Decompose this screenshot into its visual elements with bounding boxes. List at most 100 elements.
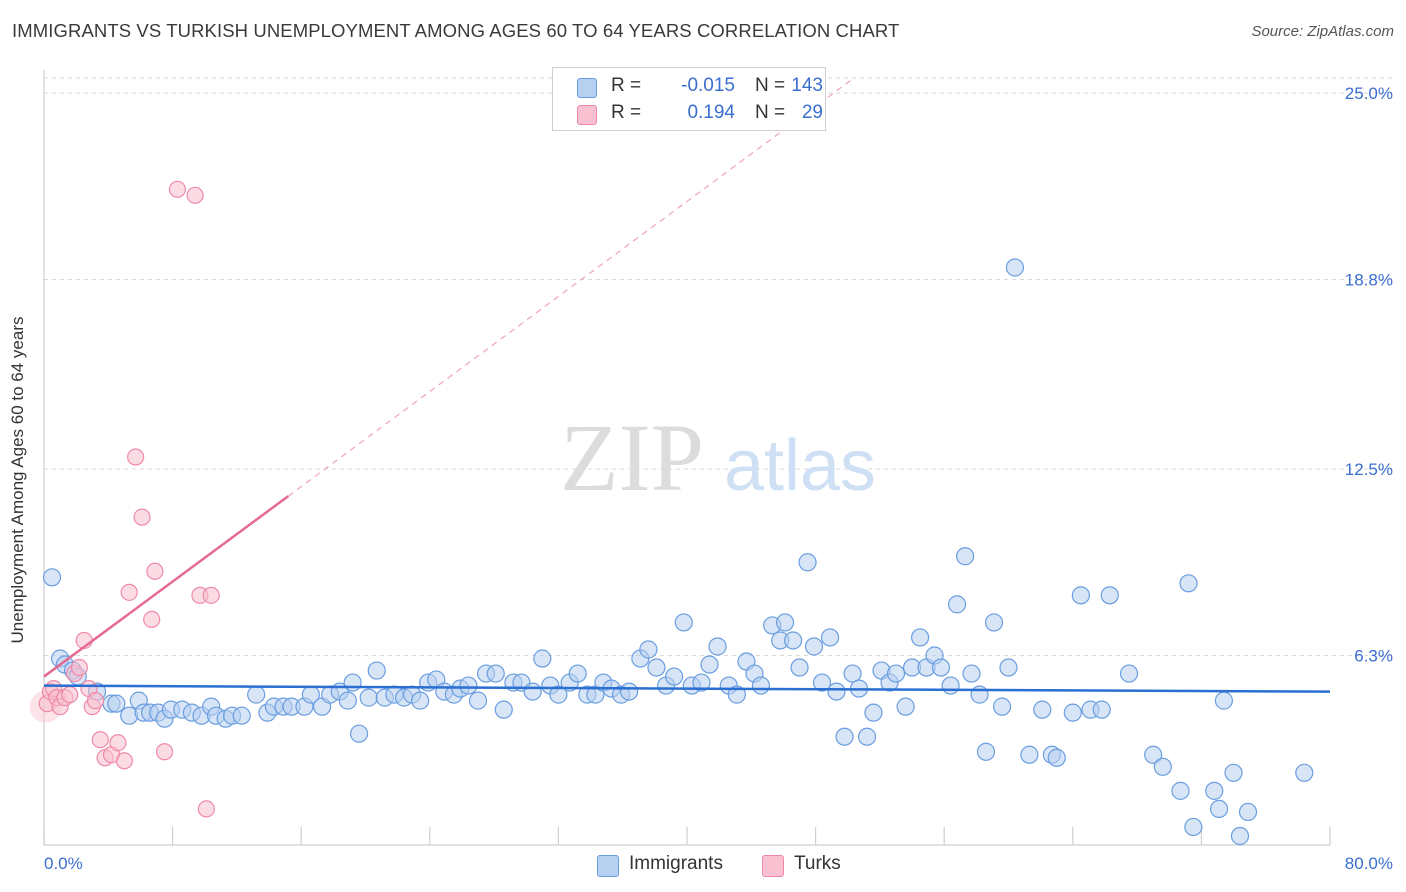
legend-n-value: 143 xyxy=(791,75,823,96)
immigrants-point xyxy=(247,685,266,704)
immigrants-point xyxy=(843,664,862,683)
immigrants-point xyxy=(775,613,795,632)
turks-point xyxy=(70,658,88,677)
turks-point xyxy=(91,731,109,749)
immigrants-point xyxy=(1092,700,1111,719)
immigrants-point xyxy=(639,640,658,659)
immigrants-point xyxy=(1230,826,1250,846)
immigrants-point xyxy=(783,631,803,650)
legend-label-immigrants: Immigrants xyxy=(629,853,723,874)
turks-point xyxy=(86,692,105,710)
immigrants-point xyxy=(1171,781,1190,800)
immigrants-point xyxy=(692,673,711,692)
turks-point xyxy=(115,752,133,770)
y-tick-label: 25.0% xyxy=(1345,84,1393,103)
turks-trend-extension xyxy=(287,77,855,497)
legend-n-label: N = xyxy=(755,75,786,96)
immigrants-point xyxy=(910,628,930,647)
x-tick-label-max: 80.0% xyxy=(1345,854,1393,873)
correlation-legend: R = -0.015 N = 143 R = 0.194 N = 29 xyxy=(552,67,826,131)
turks-point xyxy=(109,734,127,752)
turks-swatch xyxy=(577,105,597,125)
immigrants-point xyxy=(751,676,771,695)
immigrants-point xyxy=(568,664,587,683)
x-tick-label-min: 0.0% xyxy=(44,854,83,873)
immigrants-point xyxy=(790,658,809,677)
immigrants-point xyxy=(857,727,877,746)
immigrants-point xyxy=(359,688,378,707)
immigrants-point xyxy=(992,697,1012,716)
immigrants-point xyxy=(232,706,251,725)
immigrants-point xyxy=(931,658,951,677)
turks-point xyxy=(146,562,164,580)
immigrants-point xyxy=(486,664,505,683)
immigrants-point xyxy=(533,649,552,668)
turks-point xyxy=(168,180,187,198)
immigrants-point xyxy=(338,691,357,710)
immigrants-point xyxy=(674,613,693,632)
immigrants-point xyxy=(107,694,126,713)
immigrants-point xyxy=(1238,802,1258,822)
immigrants-point xyxy=(947,595,967,614)
immigrants-point xyxy=(459,676,478,695)
immigrants-point xyxy=(1224,763,1243,782)
turks-points xyxy=(29,180,220,818)
immigrants-swatch xyxy=(577,78,597,98)
immigrants-point xyxy=(42,568,62,587)
immigrants-points xyxy=(42,258,1314,846)
legend-label-turks: Turks xyxy=(794,853,841,874)
immigrants-trend-line xyxy=(43,684,1331,693)
immigrants-point xyxy=(804,637,824,656)
immigrants-point xyxy=(1205,781,1224,800)
chart-title: IMMIGRANTS VS TURKISH UNEMPLOYMENT AMONG… xyxy=(12,20,900,41)
immigrants-point xyxy=(1179,574,1198,593)
turks-point xyxy=(61,686,79,704)
immigrants-point xyxy=(1144,745,1163,764)
immigrants-point xyxy=(468,691,488,710)
immigrants-point xyxy=(494,700,513,719)
immigrants-point xyxy=(708,637,727,656)
immigrants-point xyxy=(1033,700,1052,719)
immigrants-point xyxy=(700,655,719,674)
y-tick-label: 12.5% xyxy=(1345,460,1393,479)
legend-n-value: 29 xyxy=(801,102,823,123)
legend-r-label: R = xyxy=(611,102,642,123)
immigrants-point xyxy=(896,697,915,716)
turks-point xyxy=(120,583,138,601)
legend-n-label: N = xyxy=(755,102,786,123)
immigrants-point xyxy=(1100,586,1119,605)
immigrants-point xyxy=(1020,745,1039,764)
legend-r-label: R = xyxy=(611,75,642,96)
immigrants-point xyxy=(1047,748,1066,767)
immigrants-point xyxy=(886,664,906,683)
turks-point xyxy=(202,586,220,604)
immigrants-point xyxy=(367,661,386,680)
immigrants-point xyxy=(523,682,542,701)
immigrants-point xyxy=(411,691,430,710)
legend-r-value: -0.015 xyxy=(681,75,735,96)
immigrants-point xyxy=(620,682,639,701)
immigrants-swatch xyxy=(597,855,619,877)
turks-swatch xyxy=(762,855,784,877)
immigrants-point xyxy=(1119,664,1139,683)
immigrants-point xyxy=(820,628,840,647)
legend-r-value: 0.194 xyxy=(687,102,735,123)
turks-trend-line xyxy=(43,495,290,678)
immigrants-point xyxy=(1184,817,1203,837)
immigrants-point xyxy=(999,658,1018,677)
immigrants-point xyxy=(1153,757,1172,776)
watermark-atlas: atlas xyxy=(724,426,876,506)
turks-point xyxy=(133,508,151,526)
immigrants-point xyxy=(727,685,746,704)
immigrants-point xyxy=(864,703,883,722)
immigrants-point xyxy=(798,553,817,572)
immigrants-point xyxy=(1063,703,1082,722)
immigrants-point xyxy=(984,613,1004,632)
turks-point xyxy=(197,800,215,818)
immigrants-point xyxy=(1071,586,1090,605)
y-tick-label: 6.3% xyxy=(1354,647,1393,666)
immigrants-point xyxy=(1209,799,1229,819)
watermark-zip: ZIP xyxy=(560,404,704,511)
trend-lines xyxy=(43,77,1331,693)
immigrants-point xyxy=(976,742,996,761)
